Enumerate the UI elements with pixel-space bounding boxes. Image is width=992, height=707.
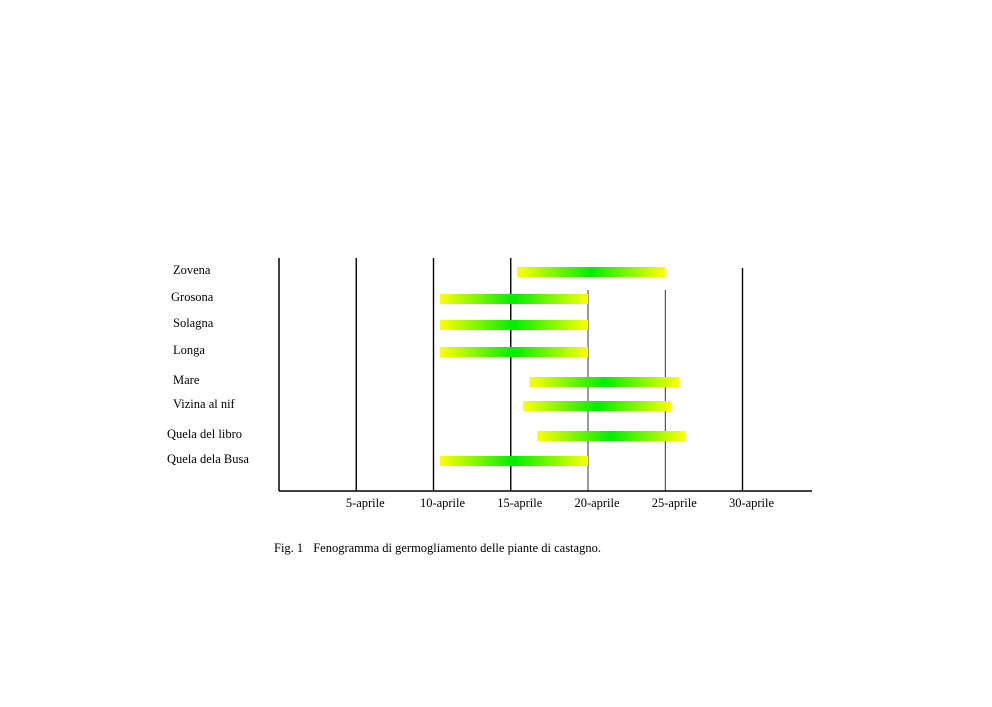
category-label: Vizina al nif — [173, 397, 236, 411]
tick-labels: 5-aprile 10-aprile 15-aprile 20-aprile 25-ap… — [346, 496, 775, 510]
bar-vizina-al-nif — [523, 401, 672, 411]
figure-caption: Fig. 1 Fenogramma di germogliamento delle… — [274, 541, 601, 556]
tick-label: 20-aprile — [574, 496, 620, 510]
bar-zovena — [516, 267, 666, 277]
bars — [439, 267, 686, 466]
bar-quela-dela-busa — [439, 456, 588, 466]
tick-label: 30-aprile — [729, 496, 775, 510]
tick-label: 25-aprile — [652, 496, 698, 510]
category-label: Solagna — [173, 316, 214, 330]
tick-label: 5-aprile — [346, 496, 385, 510]
category-labels: Zovena Grosona Solagna Longa Mare Vizina al n… — [167, 263, 249, 466]
tick-label: 10-aprile — [420, 496, 466, 510]
category-label: Zovena — [173, 263, 211, 277]
category-label: Quela del libro — [167, 427, 242, 441]
bar-quela-del-libro — [537, 431, 686, 441]
bar-mare — [529, 377, 680, 387]
category-label: Grosona — [171, 290, 214, 304]
bar-solagna — [439, 320, 588, 330]
category-label: Mare — [173, 373, 200, 387]
caption-text: Fenogramma di germogliamento delle piant… — [313, 541, 601, 555]
category-label: Longa — [173, 343, 205, 357]
category-label: Quela dela Busa — [167, 452, 249, 466]
axes — [278, 258, 812, 492]
tick-label: 15-aprile — [497, 496, 543, 510]
bar-longa — [439, 347, 588, 357]
caption-fig-number: Fig. 1 — [274, 541, 304, 555]
bar-grosona — [439, 294, 588, 304]
